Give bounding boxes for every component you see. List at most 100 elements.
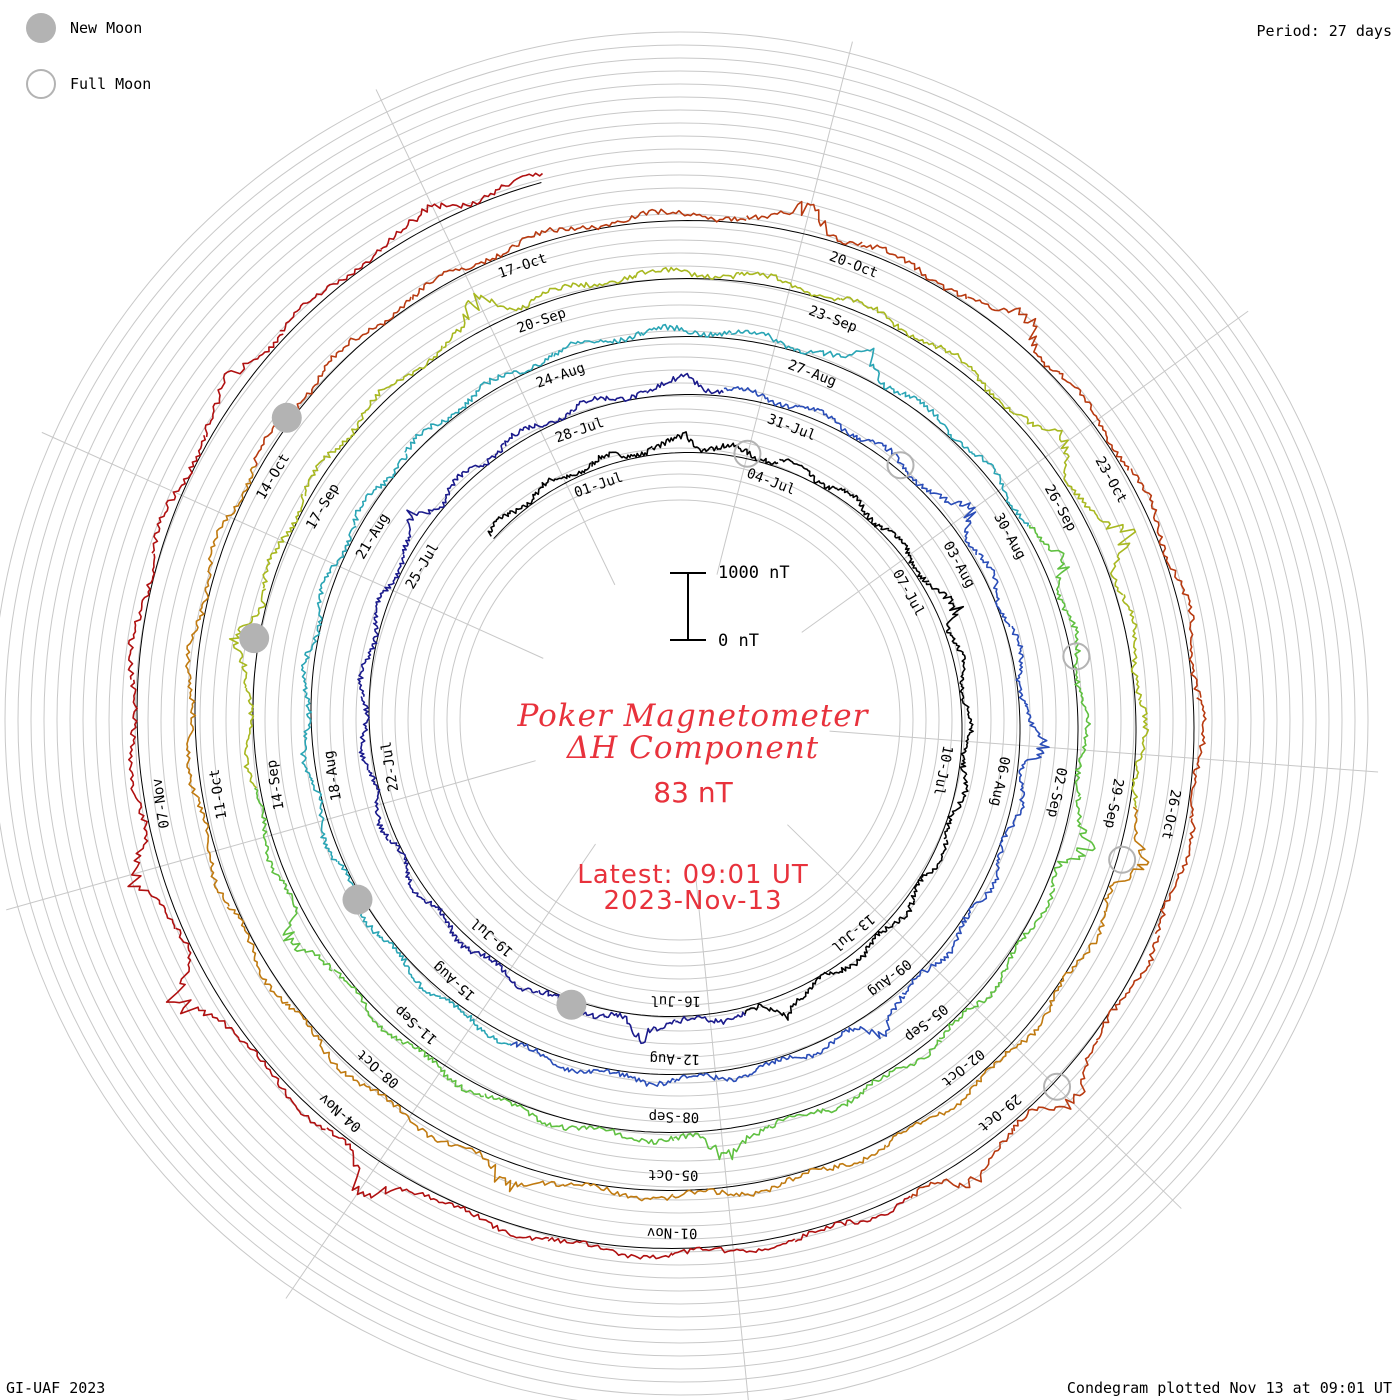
trace-day-102 — [226, 906, 289, 1004]
full-moon-marker — [1108, 845, 1137, 874]
trace-day-110 — [515, 219, 630, 248]
trace-day-19 — [478, 951, 539, 994]
tick-label: 20-Oct — [827, 249, 880, 282]
trace-day-2 — [591, 445, 653, 467]
radial-spoke — [801, 310, 1249, 633]
trace-day-83 — [533, 274, 636, 300]
trace-day-44 — [589, 1068, 675, 1087]
grid-rings — [0, 31, 1369, 1400]
grid-ring — [56, 96, 1304, 1344]
grid-ring — [303, 343, 1057, 1097]
trace-day-133 — [151, 435, 206, 554]
trace-day-52 — [316, 525, 357, 606]
trace-day-41 — [834, 995, 906, 1040]
trace-day-116 — [1130, 468, 1178, 580]
footer-credit: GI-UAF 2023 — [6, 1379, 106, 1397]
trace-day-94 — [975, 1004, 1052, 1085]
trace-day-69 — [769, 1092, 861, 1129]
trace-day-89 — [1077, 497, 1137, 596]
trace-day-92 — [1103, 806, 1150, 912]
trace-day-95 — [885, 1084, 978, 1148]
full-moon-marker — [1043, 1072, 1072, 1101]
trace-day-67 — [938, 969, 1007, 1040]
trace-day-21 — [389, 839, 427, 904]
trace-day-90 — [1121, 594, 1142, 701]
radial-spoke — [787, 824, 1182, 1209]
trace-day-66 — [1004, 888, 1056, 971]
trace-day-132 — [127, 553, 156, 680]
tick-label: 05-Oct — [648, 1166, 699, 1183]
tick-label: 22-Jul — [378, 740, 402, 792]
trace-day-12 — [910, 839, 949, 901]
full-moon-marker — [733, 439, 762, 468]
trace-day-81 — [363, 345, 443, 414]
grid-ring — [17, 57, 1343, 1383]
trace-day-55 — [473, 352, 554, 397]
trace-day-135 — [279, 249, 382, 332]
footer-plot-time: Condegram plotted Nov 13 at 09:01 UT — [1066, 1379, 1392, 1397]
trace-day-77 — [243, 688, 258, 789]
trace-day-124 — [671, 1238, 796, 1256]
trace-day-35 — [978, 552, 1011, 627]
legend-new-moon: New Moon — [26, 13, 142, 43]
grid-ring — [446, 486, 914, 954]
grid-ring — [433, 473, 927, 967]
grid-ring — [329, 369, 1031, 1071]
grid-ring — [43, 83, 1317, 1357]
trace-day-119 — [1154, 818, 1196, 935]
trace-day-53 — [352, 453, 408, 526]
trace-day-13 — [864, 899, 916, 949]
trace-day-64 — [1074, 702, 1091, 797]
trace-day-33 — [869, 439, 932, 493]
scale-top-label: 1000 nT — [718, 563, 790, 583]
trace-day-10 — [959, 707, 974, 776]
trace-day-37 — [1018, 704, 1050, 787]
trace-day-32 — [799, 405, 871, 442]
radial-spoke — [716, 41, 853, 575]
trace-day-109 — [411, 244, 516, 300]
grid-ring — [290, 330, 1070, 1110]
legend-full-moon: Full Moon — [26, 69, 151, 99]
trace-day-40 — [901, 932, 960, 995]
trace-day-56 — [553, 331, 642, 357]
grid-ring — [95, 135, 1265, 1305]
grid-ring — [69, 109, 1291, 1331]
trace-day-136 — [380, 188, 497, 251]
full-moon-icon — [26, 69, 56, 99]
delta-h-traces — [127, 172, 1207, 1260]
grid-ring — [121, 161, 1239, 1279]
baseline-spiral-path — [136, 182, 1195, 1250]
trace-day-122 — [910, 1128, 1014, 1199]
trace-day-114 — [967, 296, 1061, 374]
new-moon-marker — [271, 402, 302, 433]
trace-day-73 — [400, 1041, 484, 1098]
full-moon-marker — [886, 451, 915, 480]
tick-label: 12-Aug — [649, 1050, 700, 1067]
tick-label: 29-Oct — [975, 1090, 1024, 1134]
radial-spoke — [829, 730, 1379, 773]
tick-label: 26-Oct — [1158, 788, 1183, 841]
new-moon-marker — [239, 623, 270, 654]
trace-day-34 — [929, 490, 978, 556]
tick-label: 02-Oct — [938, 1045, 987, 1089]
new-moon-marker — [556, 989, 587, 1020]
trace-day-4 — [715, 442, 779, 465]
trace-day-74 — [333, 968, 403, 1042]
trace-day-30 — [646, 372, 724, 395]
trace-day-7 — [887, 529, 930, 583]
trace-day-101 — [285, 1003, 366, 1087]
trace-day-25 — [373, 554, 405, 625]
grid-ring — [199, 239, 1161, 1201]
trace-day-130 — [127, 805, 176, 929]
trace-day-84 — [634, 266, 740, 281]
grid-ring — [394, 434, 966, 1006]
trace-day-0 — [487, 492, 537, 537]
trace-day-134 — [204, 333, 284, 438]
grid-ring — [82, 122, 1278, 1318]
trace-day-51 — [301, 605, 323, 694]
trace-day-100 — [363, 1084, 459, 1147]
trace-day-70 — [673, 1124, 771, 1161]
trace-day-85 — [738, 271, 841, 302]
tick-label: 16-Jul — [650, 992, 701, 1009]
grid-ring — [0, 31, 1369, 1400]
